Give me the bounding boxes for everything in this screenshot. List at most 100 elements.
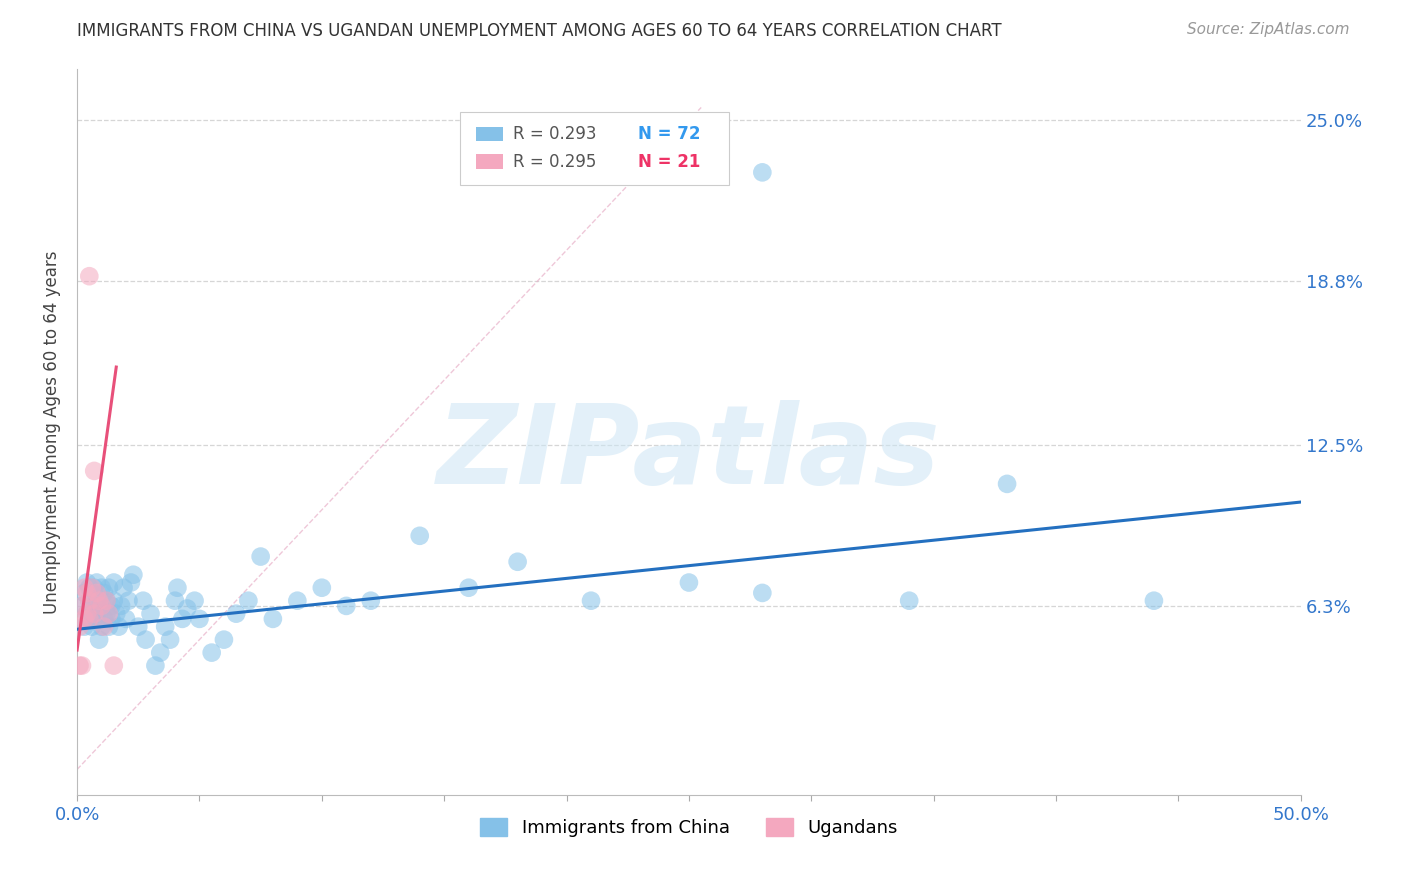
Point: [153, 620, 176, 634]
Point: [249, 549, 271, 564]
Point: [76, 607, 98, 621]
Point: [83, 581, 105, 595]
Point: [69, 658, 91, 673]
Point: [409, 529, 432, 543]
Point: [172, 612, 194, 626]
Point: [115, 612, 138, 626]
Point: [73, 612, 96, 626]
Point: [127, 620, 149, 634]
Legend: Immigrants from China, Ugandans: Immigrants from China, Ugandans: [472, 811, 905, 845]
Point: [225, 607, 247, 621]
Point: [678, 575, 700, 590]
Point: [90, 620, 112, 634]
Text: R = 0.293: R = 0.293: [513, 125, 596, 143]
Point: [898, 593, 921, 607]
Point: [93, 586, 115, 600]
Point: [73, 581, 96, 595]
Point: [80, 607, 103, 621]
FancyBboxPatch shape: [477, 154, 503, 169]
Point: [103, 658, 125, 673]
Point: [110, 599, 132, 613]
Point: [212, 632, 235, 647]
Y-axis label: Unemployment Among Ages 60 to 64 years: Unemployment Among Ages 60 to 64 years: [44, 251, 60, 614]
Point: [90, 599, 112, 613]
Point: [166, 581, 188, 595]
Point: [139, 607, 162, 621]
Point: [122, 567, 145, 582]
Point: [86, 593, 108, 607]
Point: [70, 658, 93, 673]
Point: [80, 581, 103, 595]
Text: IMMIGRANTS FROM CHINA VS UGANDAN UNEMPLOYMENT AMONG AGES 60 TO 64 YEARS CORRELAT: IMMIGRANTS FROM CHINA VS UGANDAN UNEMPLO…: [77, 22, 1002, 40]
Text: N = 72: N = 72: [637, 125, 700, 143]
Point: [335, 599, 357, 613]
Point: [107, 620, 129, 634]
Point: [97, 581, 120, 595]
Point: [70, 599, 93, 613]
Text: ZIPatlas: ZIPatlas: [437, 401, 941, 508]
Point: [93, 612, 115, 626]
Point: [97, 607, 120, 621]
Point: [457, 581, 479, 595]
Point: [83, 607, 105, 621]
Point: [93, 620, 115, 634]
Point: [103, 575, 125, 590]
Point: [105, 607, 128, 621]
Point: [73, 586, 96, 600]
Point: [79, 612, 101, 626]
FancyBboxPatch shape: [477, 127, 503, 141]
Point: [87, 607, 110, 621]
Point: [579, 593, 602, 607]
Point: [96, 593, 118, 607]
Point: [79, 269, 101, 284]
Point: [145, 658, 167, 673]
Text: R = 0.295: R = 0.295: [513, 153, 596, 170]
Point: [117, 593, 139, 607]
Point: [90, 581, 112, 595]
Point: [79, 581, 101, 595]
Point: [135, 632, 157, 647]
Point: [995, 476, 1018, 491]
Point: [159, 632, 181, 647]
Point: [188, 612, 211, 626]
Point: [96, 593, 118, 607]
Point: [238, 593, 260, 607]
Point: [285, 593, 308, 607]
Point: [76, 607, 98, 621]
Text: N = 21: N = 21: [637, 153, 700, 170]
Point: [86, 612, 108, 626]
Point: [90, 599, 112, 613]
Point: [69, 620, 91, 634]
Point: [83, 464, 105, 478]
Point: [76, 575, 98, 590]
Text: Source: ZipAtlas.com: Source: ZipAtlas.com: [1187, 22, 1350, 37]
Point: [80, 620, 103, 634]
Point: [96, 607, 118, 621]
Point: [183, 593, 205, 607]
Point: [311, 581, 333, 595]
Point: [360, 593, 382, 607]
Point: [163, 593, 186, 607]
Point: [73, 620, 96, 634]
Point: [87, 593, 110, 607]
Point: [176, 601, 198, 615]
Point: [262, 612, 284, 626]
Point: [751, 586, 773, 600]
Point: [1143, 593, 1166, 607]
Point: [79, 612, 101, 626]
Point: [120, 575, 142, 590]
Point: [79, 593, 101, 607]
Point: [506, 555, 529, 569]
Point: [86, 575, 108, 590]
Point: [70, 599, 93, 613]
Point: [79, 593, 101, 607]
Point: [87, 632, 110, 647]
Point: [100, 612, 122, 626]
Point: [751, 165, 773, 179]
Point: [112, 581, 135, 595]
Point: [76, 586, 98, 600]
Point: [132, 593, 155, 607]
Point: [100, 599, 122, 613]
Point: [149, 646, 172, 660]
Point: [201, 646, 224, 660]
